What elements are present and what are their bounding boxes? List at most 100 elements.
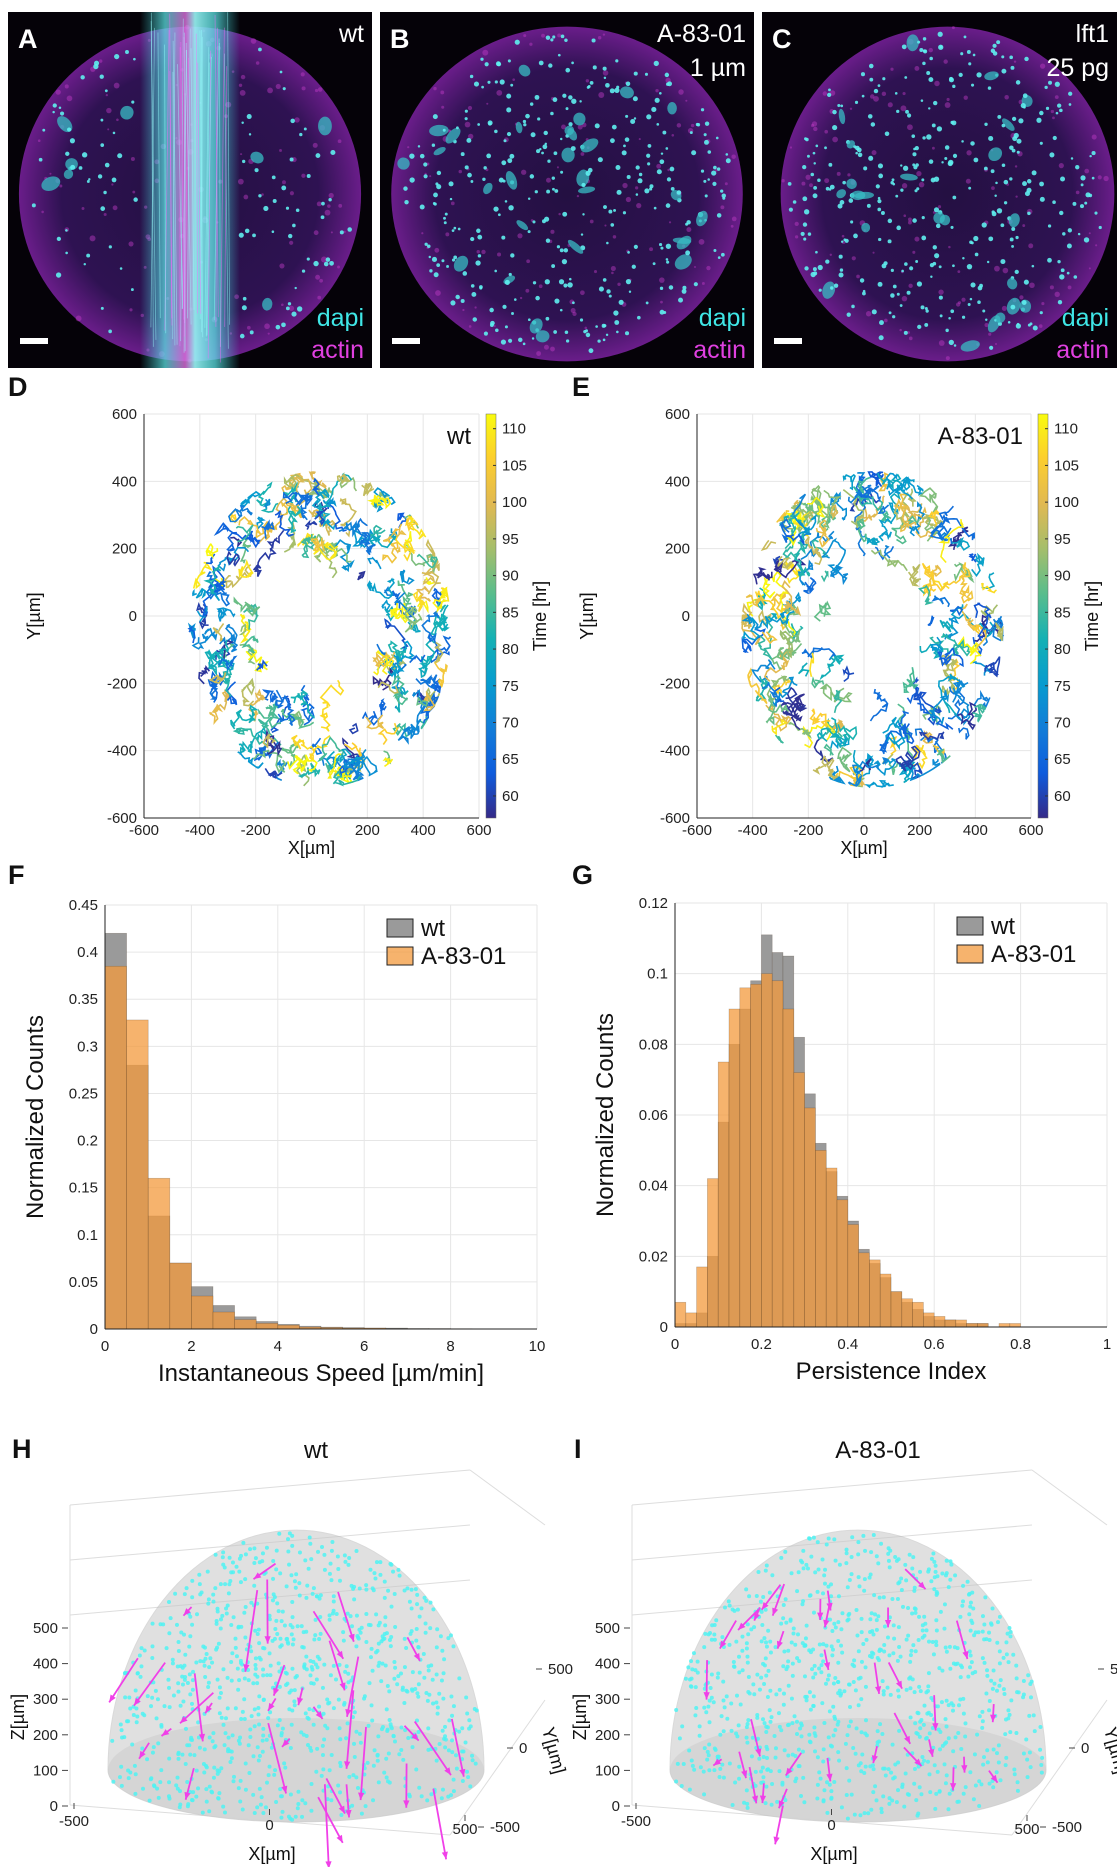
actin-speckle [899,329,901,331]
colorbar-tick-label: 100 [1054,494,1079,511]
cell-point [896,1659,900,1663]
cell-point [947,1585,951,1589]
cell-point [437,1692,441,1696]
cell-point [190,1623,194,1627]
cell-point [934,1792,938,1796]
cell-point [834,1559,838,1563]
cell-point [764,1730,768,1734]
nucleus [928,77,933,82]
cell-point [277,1609,281,1613]
cell-point [343,1560,347,1564]
y-tick-label: -600 [660,810,690,827]
cell-point [119,1722,123,1726]
nucleus [1084,237,1089,242]
actin-speckle [546,178,551,183]
cell-point [158,1780,162,1784]
cell-point [322,1712,326,1716]
cell-point [369,1623,373,1627]
cell-point [919,1689,923,1693]
nucleus [937,126,942,131]
actin-speckle [943,59,947,63]
cell-point [815,1796,819,1800]
cell-point [947,1736,951,1740]
colorbar-tick-label: 60 [1054,788,1071,805]
nucleus [827,93,831,97]
nucleus [528,230,531,233]
cell-point [316,1655,320,1659]
cell-point [840,1611,844,1615]
actin-speckle [945,102,951,108]
cell-point [203,1747,207,1751]
nucleus [593,65,597,69]
actin-speckle [301,72,305,76]
cell-point [845,1551,849,1555]
cell-point [159,1768,163,1772]
cell-point [267,1773,271,1777]
cell-point [299,1730,303,1734]
cell-point [812,1726,816,1730]
cell-point [322,1553,326,1557]
cell-point [383,1623,387,1627]
view-title: wt [303,1437,328,1464]
cell-point [250,1714,254,1718]
cell-point [921,1636,925,1640]
cell-point [890,1597,894,1601]
cell-point [308,1746,312,1750]
actin-speckle [890,68,893,71]
cell-point [258,1787,262,1791]
cell-point [390,1605,394,1609]
nucleus [991,169,995,173]
actin-speckle [725,182,728,185]
cell-point [239,1554,243,1558]
nucleus [480,58,483,61]
nucleus [858,153,863,158]
nucleus [625,137,630,142]
cell-point [187,1645,191,1649]
cell-point [811,1704,815,1708]
cell-point [725,1717,729,1721]
cell-point [410,1588,414,1592]
cell-point [886,1636,890,1640]
cell-point [205,1652,209,1656]
cell-point [733,1780,737,1784]
cell-point [731,1803,735,1807]
nucleus [960,52,963,55]
nucleus [1004,201,1007,204]
cell-point [822,1573,826,1577]
nucleus [839,272,844,277]
nucleus [561,35,565,39]
track [941,634,963,647]
stain-label: actin [1056,336,1109,364]
nucleus [649,184,653,188]
cell-point [789,1619,793,1623]
nucleus [818,265,823,270]
actin-speckle [909,337,913,341]
cell-point [909,1649,913,1653]
cell-point [312,1723,316,1727]
cell-point [729,1701,733,1705]
cell-point [720,1635,724,1639]
cell-point [300,1624,304,1628]
cell-point [836,1750,840,1754]
nucleus [903,166,908,171]
cell-point [933,1575,937,1579]
nucleus [623,144,626,147]
nucleus [557,245,560,248]
nucleus [481,86,484,89]
track [231,706,256,729]
actin-speckle [656,164,661,169]
cell-point [778,1688,782,1692]
cell-point [215,1646,219,1650]
histogram-bar [105,966,127,1329]
nucleus [112,178,117,183]
cell-point [294,1586,298,1590]
nucleus [299,133,302,136]
actin-speckle [90,235,96,241]
cell-point [851,1746,855,1750]
cell-point [280,1643,284,1647]
cell-point [833,1728,837,1732]
actin-speckle [720,205,724,209]
cell-point [686,1665,690,1669]
actin-speckle [603,34,605,36]
actin-speckle [902,296,908,302]
